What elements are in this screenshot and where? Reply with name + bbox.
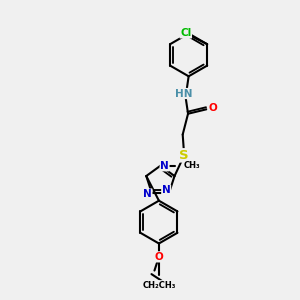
Text: HN: HN: [175, 88, 192, 98]
Text: O: O: [154, 252, 163, 262]
Text: N: N: [162, 185, 170, 195]
Text: O: O: [208, 103, 217, 113]
Text: N: N: [143, 189, 152, 199]
Text: CH₂CH₃: CH₂CH₃: [142, 280, 176, 290]
Text: S: S: [179, 149, 189, 162]
Text: N: N: [160, 161, 169, 171]
Text: CH₃: CH₃: [184, 161, 200, 170]
Text: Cl: Cl: [180, 28, 191, 38]
